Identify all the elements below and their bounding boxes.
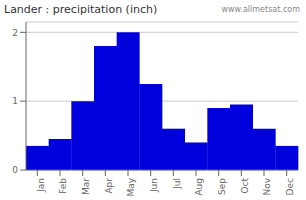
svg-text:1: 1	[12, 96, 18, 106]
svg-text:Jul: Jul	[172, 178, 182, 190]
svg-text:Jun: Jun	[149, 178, 159, 193]
svg-text:Mar: Mar	[81, 178, 91, 195]
svg-text:Nov: Nov	[262, 177, 272, 195]
svg-text:Feb: Feb	[58, 178, 68, 194]
svg-text:Sep: Sep	[217, 178, 227, 195]
svg-text:Jan: Jan	[36, 178, 46, 193]
svg-text:Oct: Oct	[240, 178, 250, 194]
svg-text:Aug: Aug	[194, 178, 204, 196]
svg-text:2: 2	[12, 28, 18, 38]
svg-text:Apr: Apr	[104, 178, 114, 194]
html-text:www.allmetsat.com: www.allmetsat.com	[221, 4, 300, 14]
svg-text:May: May	[126, 177, 136, 196]
html-text:Lander : precipitation (inch): Lander : precipitation (inch)	[4, 2, 158, 16]
svg-text:Dec: Dec	[285, 178, 295, 195]
svg-text:0: 0	[12, 165, 18, 175]
